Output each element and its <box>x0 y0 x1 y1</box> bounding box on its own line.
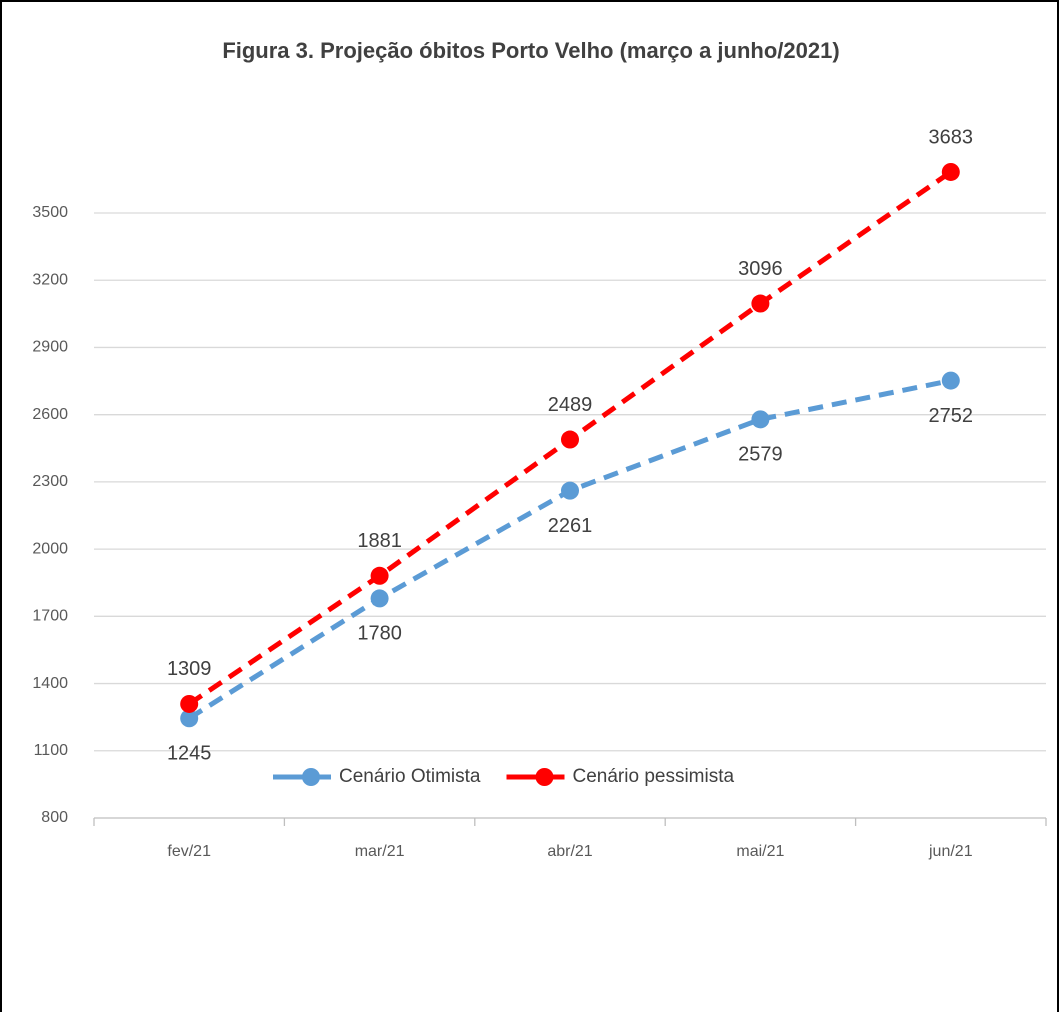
point-marker <box>751 410 770 429</box>
y-tick-label: 2300 <box>32 473 68 490</box>
y-tick-label: 800 <box>41 809 68 826</box>
y-tick-label: 1400 <box>32 675 68 692</box>
x-tick-label: abr/21 <box>547 843 592 860</box>
y-tick-label: 2600 <box>32 406 68 423</box>
legend-label: Cenário Otimista <box>339 766 481 787</box>
point-marker <box>370 589 389 608</box>
value-label: 1780 <box>357 623 402 645</box>
x-tick-label: mar/21 <box>355 843 405 860</box>
point-marker <box>561 481 579 500</box>
x-tick-label: fev/21 <box>167 843 211 860</box>
value-label: 1245 <box>167 743 212 765</box>
value-label: 2579 <box>738 444 783 466</box>
chart-title: Figura 3. Projeção óbitos Porto Velho (m… <box>222 38 839 63</box>
value-label: 2489 <box>548 394 593 416</box>
y-tick-label: 2900 <box>32 339 68 356</box>
value-label: 2261 <box>548 515 593 537</box>
point-marker <box>370 566 389 585</box>
y-tick-label: 2000 <box>32 540 68 557</box>
y-tick-label: 3500 <box>32 204 68 221</box>
point-marker <box>561 430 579 449</box>
value-label: 3096 <box>738 258 783 280</box>
y-tick-label: 1100 <box>34 742 69 759</box>
value-label: 2752 <box>929 405 974 427</box>
point-marker <box>180 709 199 728</box>
x-tick-label: jun/21 <box>928 843 973 860</box>
value-label: 3683 <box>929 126 974 148</box>
x-tick-label: mai/21 <box>736 843 784 860</box>
value-label: 1309 <box>167 658 212 680</box>
point-marker <box>941 162 960 181</box>
y-tick-label: 1700 <box>32 608 68 625</box>
legend-marker <box>302 768 320 786</box>
legend-marker <box>535 768 554 786</box>
y-tick-label: 3200 <box>32 271 68 288</box>
legend-label: Cenário pessimista <box>573 766 735 787</box>
point-marker <box>941 371 960 390</box>
point-marker <box>751 294 770 313</box>
value-label: 1881 <box>357 530 402 552</box>
point-marker <box>180 694 199 713</box>
